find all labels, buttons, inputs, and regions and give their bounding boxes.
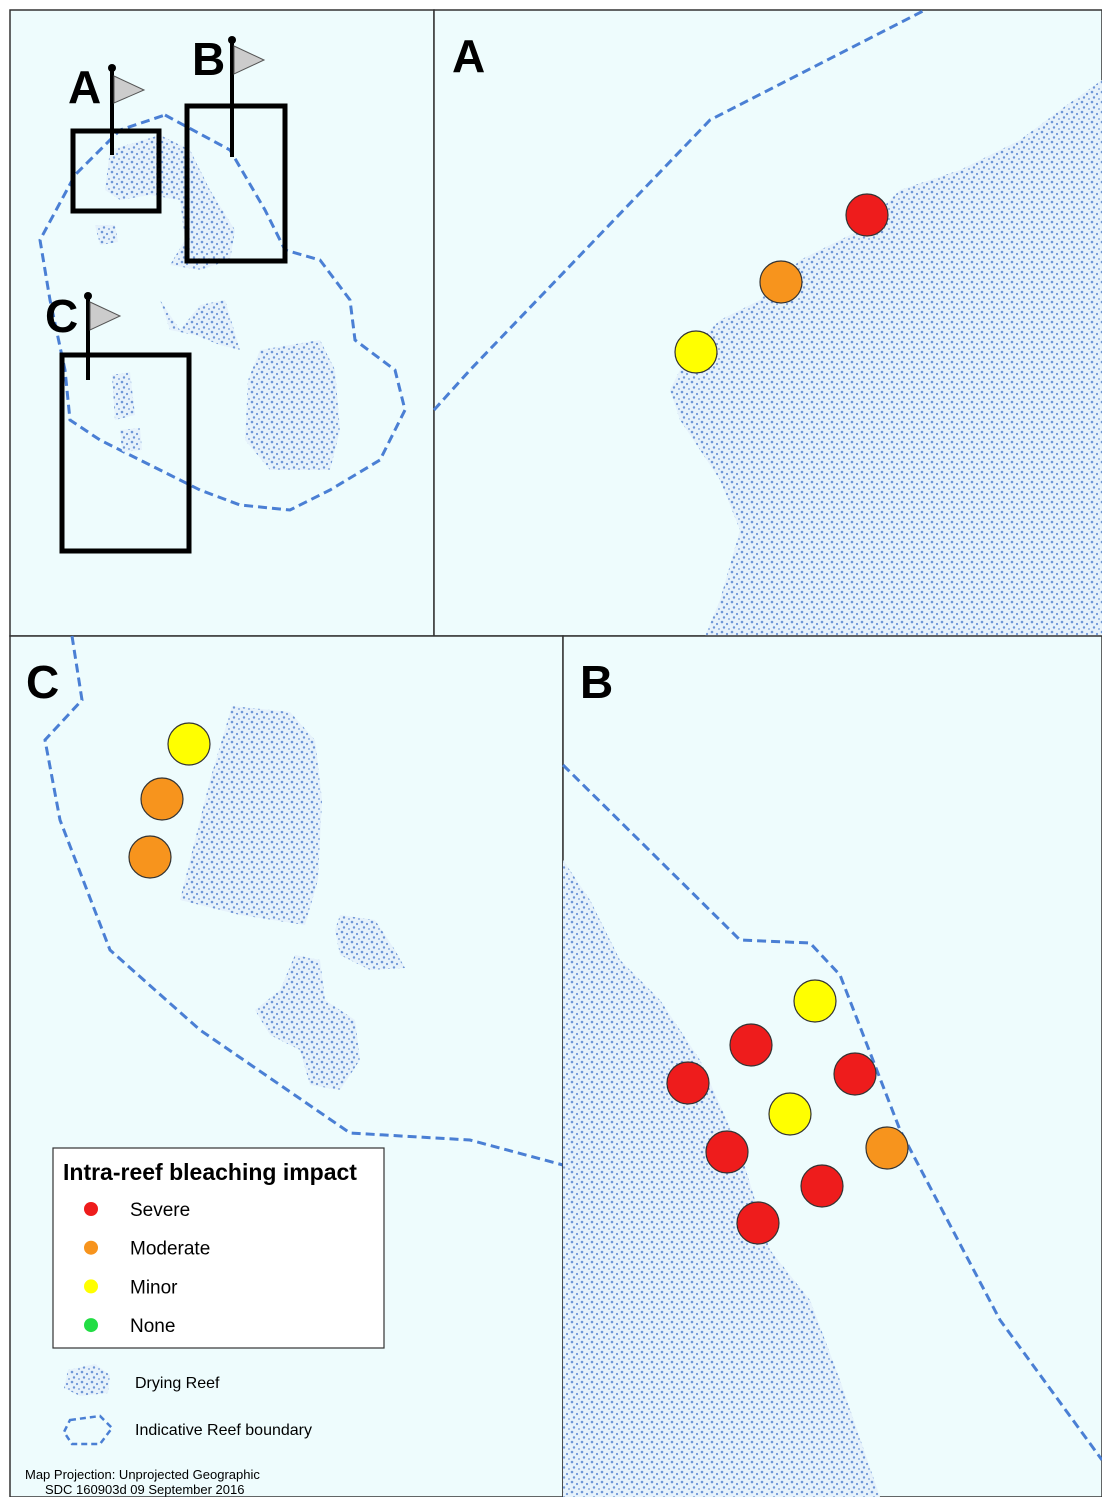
panel-c: C — [9, 635, 564, 1497]
footer: SDC 160903d 09 September 2016 — [45, 1482, 244, 1497]
footer: Map Projection: Unprojected Geographic — [25, 1467, 260, 1482]
overview-label: B — [192, 33, 225, 85]
legend-title: Intra-reef bleaching impact — [63, 1159, 357, 1185]
panel-label: B — [580, 656, 613, 708]
panel-a: A — [432, 8, 1102, 637]
legend-label: Indicative Reef boundary — [135, 1422, 312, 1439]
panel-b: B — [561, 635, 1102, 1497]
legend-swatch — [84, 1240, 98, 1255]
overview-panel: A B C — [9, 9, 435, 637]
overview-label: C — [45, 290, 78, 342]
legend-label: Drying Reef — [135, 1375, 220, 1392]
legend-swatch — [84, 1279, 98, 1294]
legend-label: None — [130, 1316, 175, 1337]
legend-label: Minor — [130, 1277, 178, 1298]
legend-label: Moderate — [130, 1239, 210, 1260]
legend: Intra-reef bleaching impact Drying Reef … — [25, 1147, 385, 1497]
legend-label: Severe — [130, 1200, 190, 1221]
panel-label: C — [26, 656, 59, 708]
panel-label: A — [452, 30, 485, 82]
legend-swatch — [84, 1202, 98, 1216]
overview-label: A — [68, 61, 101, 113]
legend-swatch — [84, 1318, 98, 1333]
